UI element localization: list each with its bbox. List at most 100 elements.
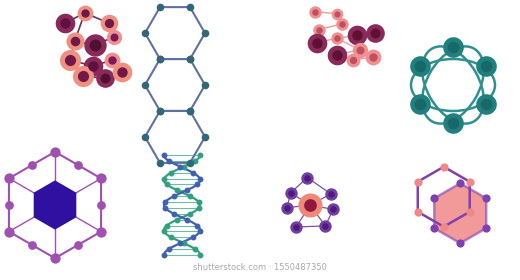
Text: shutterstock.com · 1550487350: shutterstock.com · 1550487350 [193, 263, 327, 272]
Point [156, 57, 164, 61]
Point [292, 225, 301, 229]
Point [163, 223, 171, 228]
Point [71, 39, 79, 43]
Point [482, 64, 490, 68]
Point [5, 229, 13, 234]
Point [430, 226, 438, 230]
Point [189, 171, 197, 175]
Point [74, 163, 82, 167]
Point [66, 58, 74, 63]
Point [196, 176, 204, 181]
Point [108, 58, 116, 63]
Point [74, 243, 82, 247]
Point [456, 241, 464, 246]
Point [416, 102, 424, 106]
Point [105, 21, 113, 26]
Point [329, 207, 337, 212]
Point [355, 48, 363, 52]
Point [97, 229, 105, 234]
Point [482, 196, 490, 200]
Point [167, 235, 175, 240]
Point [176, 241, 185, 246]
Point [186, 194, 194, 199]
Point [306, 203, 314, 207]
Point [186, 57, 194, 61]
Point [327, 192, 335, 196]
Point [79, 74, 87, 78]
Point [51, 150, 59, 154]
Point [191, 247, 200, 251]
Point [90, 43, 99, 48]
Polygon shape [434, 183, 486, 243]
Point [439, 225, 448, 229]
Point [79, 74, 87, 78]
Point [170, 212, 178, 216]
Point [28, 243, 36, 247]
Point [173, 188, 181, 193]
Point [303, 175, 311, 180]
Point [100, 76, 109, 80]
Point [369, 55, 377, 59]
Point [163, 182, 171, 187]
Point [449, 45, 457, 49]
Point [196, 229, 204, 234]
Point [90, 43, 99, 48]
Point [349, 58, 357, 62]
Point [193, 223, 201, 228]
Point [283, 206, 291, 210]
Point [456, 181, 464, 185]
Point [141, 31, 149, 35]
Point [160, 229, 168, 234]
Point [179, 165, 188, 169]
Point [416, 64, 424, 68]
Point [156, 161, 164, 165]
Point [310, 9, 319, 14]
Point [313, 40, 321, 45]
Point [333, 53, 341, 57]
Point [287, 191, 295, 195]
Point [179, 241, 188, 246]
Point [333, 36, 341, 41]
Point [108, 58, 116, 63]
Point [321, 224, 330, 228]
Point [156, 109, 164, 113]
Point [196, 253, 204, 257]
Point [189, 235, 197, 240]
Point [88, 63, 97, 68]
Point [333, 36, 341, 41]
Point [156, 57, 164, 61]
Point [353, 33, 361, 38]
Point [28, 163, 36, 167]
Point [110, 34, 119, 39]
Point [97, 203, 105, 207]
Point [61, 21, 69, 26]
Polygon shape [34, 181, 75, 229]
Point [71, 39, 79, 43]
Point [413, 179, 422, 184]
Point [321, 224, 330, 228]
Point [337, 22, 346, 26]
Point [283, 206, 291, 210]
Point [191, 159, 200, 163]
Point [201, 135, 209, 139]
Point [186, 109, 194, 113]
Point [371, 31, 379, 36]
Point [196, 153, 204, 157]
Point [355, 48, 363, 52]
Point [164, 159, 173, 163]
Point [327, 192, 335, 196]
Point [141, 83, 149, 87]
Point [482, 226, 490, 230]
Point [315, 27, 323, 32]
Point [430, 196, 438, 200]
Point [100, 76, 109, 80]
Point [156, 5, 164, 9]
Point [201, 83, 209, 87]
Point [482, 102, 490, 106]
Point [97, 176, 105, 181]
Point [156, 109, 164, 113]
Point [449, 45, 457, 49]
Point [449, 121, 457, 125]
Point [118, 69, 126, 74]
Point [160, 176, 168, 181]
